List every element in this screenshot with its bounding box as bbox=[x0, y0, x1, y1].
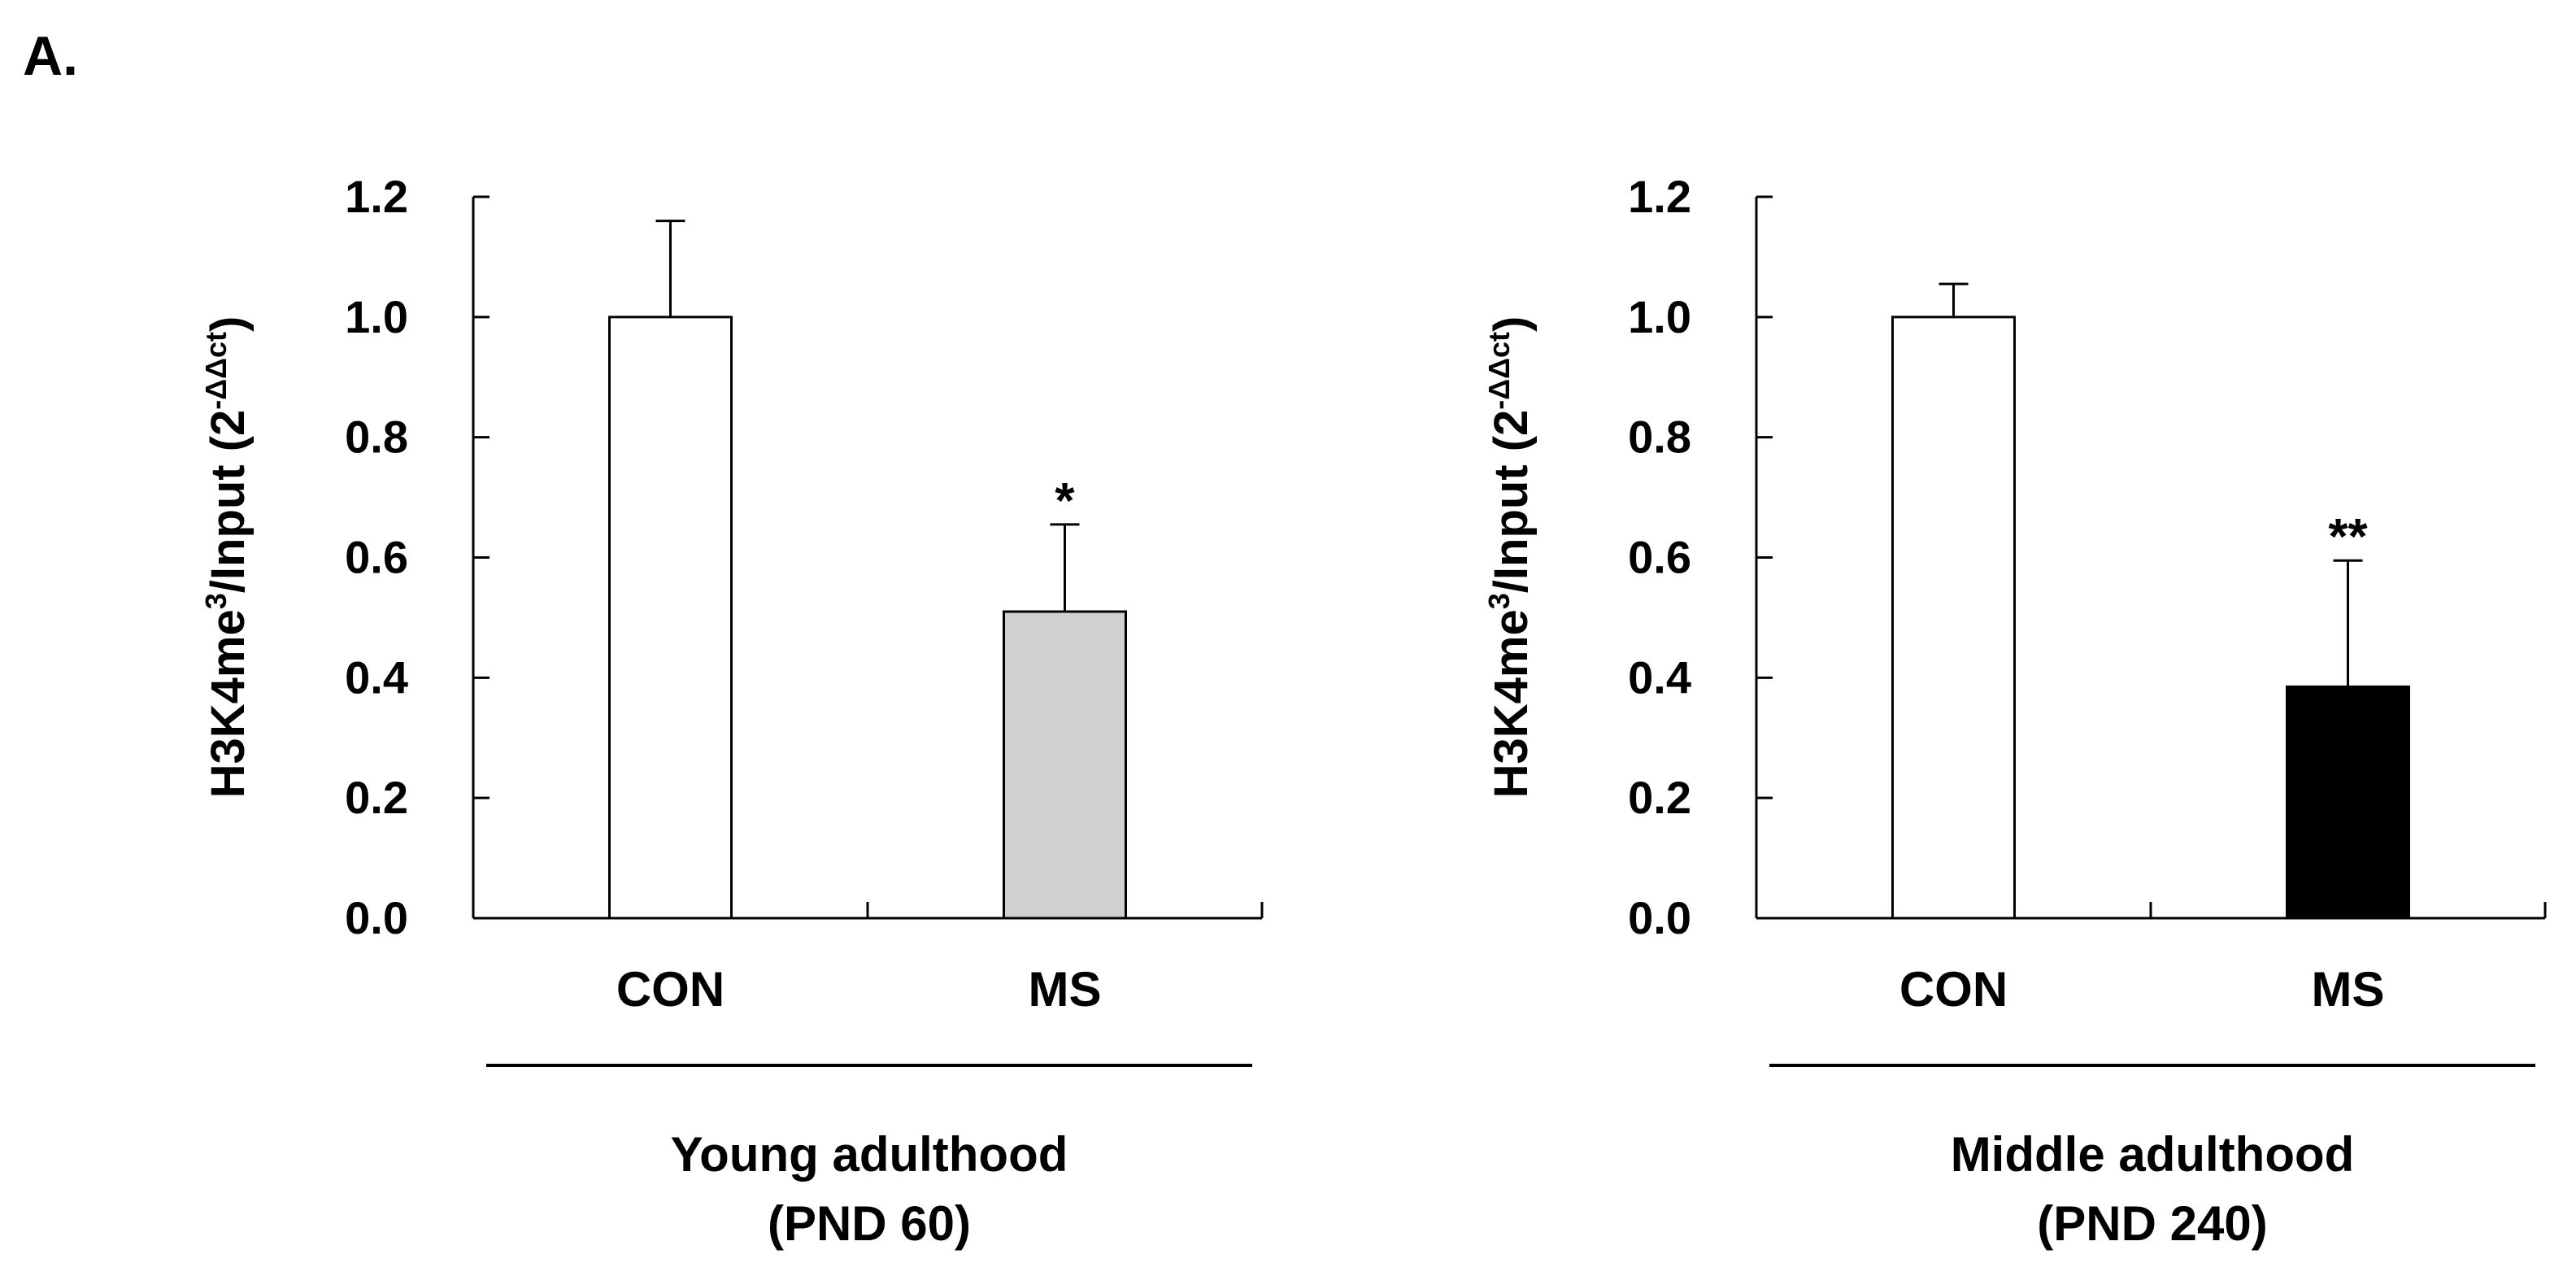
group-sublabel: (PND 60) bbox=[768, 1196, 971, 1251]
y-axis-label-sup1: 3 bbox=[1482, 593, 1516, 609]
category-label: CON bbox=[616, 962, 724, 1017]
group-sublabel: (PND 240) bbox=[2037, 1196, 2267, 1251]
y-tick-label: 0.0 bbox=[345, 892, 408, 943]
y-tick-label: 0.2 bbox=[1628, 772, 1691, 823]
y-tick-label: 0.4 bbox=[1628, 651, 1691, 703]
y-axis-label-sup2: -ΔΔct bbox=[1482, 332, 1516, 410]
group-label: Young adulthood bbox=[671, 1127, 1068, 1182]
bar-ms bbox=[1003, 610, 1127, 920]
significance-marker: ** bbox=[2328, 509, 2368, 565]
y-axis-label-post: ) bbox=[1485, 316, 1538, 332]
group-label: Middle adulthood bbox=[1951, 1127, 2355, 1182]
y-axis-label-sup1: 3 bbox=[199, 593, 233, 609]
y-axis-label-mid: /Input (2 bbox=[202, 410, 255, 594]
y-tick-label: 0.6 bbox=[345, 532, 408, 583]
significance-marker: * bbox=[1055, 473, 1075, 529]
y-tick-label: 1.2 bbox=[1628, 171, 1691, 222]
chart-middle-adulthood: 0.0 0.2 0.4 0.6 0.8 1.0 1.2 CON MS ** Middle adult… bbox=[1482, 171, 2547, 1251]
bar-con bbox=[1891, 316, 2016, 920]
y-tick-label: 0.8 bbox=[1628, 412, 1691, 463]
y-tick-label: 1.2 bbox=[345, 171, 408, 222]
y-tick-label: 0.2 bbox=[345, 772, 408, 823]
y-tick-label: 0.0 bbox=[1628, 892, 1691, 943]
bar-con bbox=[608, 316, 733, 920]
y-tick-label: 0.4 bbox=[345, 651, 408, 703]
y-axis-label-post: ) bbox=[202, 316, 255, 332]
panel-label: A. bbox=[23, 25, 78, 87]
y-axis-label-sup2: -ΔΔct bbox=[199, 332, 233, 410]
category-label: CON bbox=[1899, 962, 2008, 1017]
y-tick-label: 1.0 bbox=[1628, 291, 1691, 342]
y-tick-label: 0.6 bbox=[1628, 532, 1691, 583]
category-label: MS bbox=[1029, 962, 1102, 1017]
y-tick-label: 0.8 bbox=[345, 412, 408, 463]
y-tick-label: 1.0 bbox=[345, 291, 408, 342]
y-axis-label-pre: H3K4me bbox=[1485, 609, 1538, 798]
bar-ms bbox=[2286, 685, 2410, 920]
chart-young-adulthood: 0.0 0.2 0.4 0.6 0.8 1.0 1.2 CON MS * Young adultho… bbox=[199, 171, 1264, 1251]
y-axis-label: H3K4me3/Input (2-ΔΔct) bbox=[199, 316, 255, 799]
y-axis-label: H3K4me3/Input (2-ΔΔct) bbox=[1482, 316, 1538, 799]
y-axis-label-pre: H3K4me bbox=[202, 609, 255, 798]
category-label: MS bbox=[2312, 962, 2385, 1017]
y-axis-label-mid: /Input (2 bbox=[1485, 410, 1538, 594]
